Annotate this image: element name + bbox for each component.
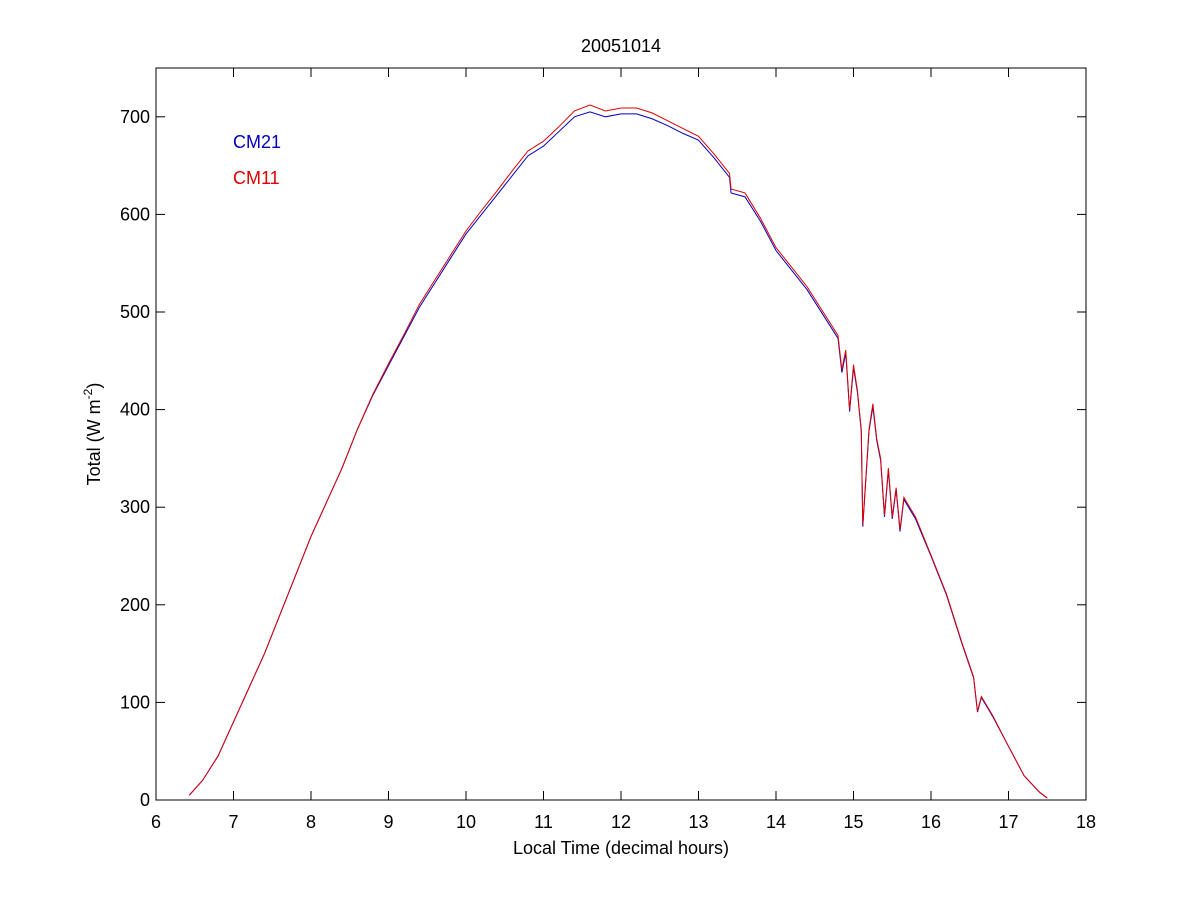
y-axis-label: Total (W m-2) xyxy=(81,383,104,486)
y-tick-label: 0 xyxy=(140,790,150,810)
y-label-end: ) xyxy=(84,383,104,389)
y-tick-label: 600 xyxy=(120,204,150,224)
y-label-sup: -2 xyxy=(81,388,95,399)
x-tick-label: 16 xyxy=(921,812,941,832)
legend-label: CM21 xyxy=(233,132,281,152)
data-line xyxy=(188,104,1048,799)
x-tick-label: 15 xyxy=(843,812,863,832)
y-tick-label: 100 xyxy=(120,692,150,712)
x-axis-label: Local Time (decimal hours) xyxy=(513,838,729,858)
x-tick-label: 13 xyxy=(688,812,708,832)
x-tick-label: 17 xyxy=(998,812,1018,832)
y-tick-label: 400 xyxy=(120,400,150,420)
x-tick-label: 14 xyxy=(766,812,786,832)
x-tick-label: 18 xyxy=(1076,812,1096,832)
chart-title: 20051014 xyxy=(581,36,661,56)
x-tick-label: 9 xyxy=(383,812,393,832)
x-tick-label: 12 xyxy=(611,812,631,832)
y-tick-label: 200 xyxy=(120,595,150,615)
x-tick-label: 11 xyxy=(534,812,553,832)
legend-label: CM11 xyxy=(233,168,280,188)
y-tick-label: 700 xyxy=(120,107,150,127)
x-tick-label: 8 xyxy=(306,812,316,832)
x-tick-label: 7 xyxy=(228,812,238,832)
x-tick-label: 10 xyxy=(456,812,476,832)
y-tick-label: 500 xyxy=(120,302,150,322)
y-label-text: Total (W m xyxy=(84,399,104,485)
x-tick-label: 6 xyxy=(151,812,161,832)
plot-frame xyxy=(155,67,1087,801)
y-tick-label: 300 xyxy=(120,497,150,517)
